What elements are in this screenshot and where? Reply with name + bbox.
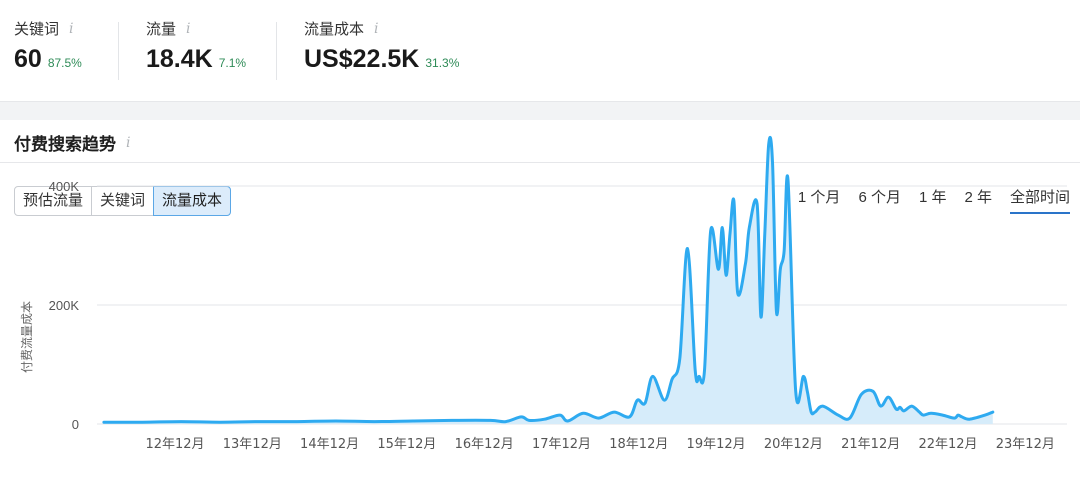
x-tick-label: 22年12月	[918, 437, 977, 452]
x-tick-label: 14年12月	[300, 437, 359, 452]
range-6-months[interactable]: 6 个月	[858, 189, 901, 206]
range-2-years[interactable]: 2 年	[964, 189, 992, 206]
x-tick-label: 15年12月	[377, 437, 436, 452]
range-all-time[interactable]: 全部时间	[1009, 186, 1070, 214]
x-tick-label: 12年12月	[145, 437, 204, 452]
metric-label: 关键词	[14, 21, 60, 38]
range-1-month[interactable]: 1 个月	[797, 189, 841, 206]
x-tick-label: 21年12月	[841, 437, 900, 452]
x-tick-label: 13年12月	[223, 437, 282, 452]
section-divider-band	[0, 101, 1080, 120]
metric-change: 87.5%	[47, 56, 82, 70]
tab-traffic-cost[interactable]: 流量成本	[153, 186, 232, 216]
metric-value: 18.4K	[146, 45, 213, 73]
y-tick-label: 400K	[49, 179, 80, 194]
x-tick-label: 17年12月	[532, 437, 591, 452]
time-range-selector: 1 个月 6 个月 1 年 2 年 全部时间	[798, 186, 1070, 214]
section-title: 付费搜索趋势	[14, 135, 116, 154]
metric-label: 流量	[146, 21, 177, 38]
y-tick-label: 200K	[49, 298, 80, 313]
metric-traffic: 流量 i 18.4K 7.1%	[146, 18, 246, 74]
x-tick-label: 20年12月	[764, 437, 823, 452]
info-icon[interactable]: i	[374, 20, 379, 37]
x-tick-label: 18年12月	[609, 437, 668, 452]
metric-traffic-cost: 流量成本 i US$22.5K 31.3%	[304, 18, 459, 74]
series-line	[102, 135, 995, 424]
metric-value: US$22.5K	[304, 45, 420, 73]
metrics-bar: 关键词 i 60 87.5% 流量 i 18.4K 7.1% 流量成本 i US$22.5…	[0, 0, 1080, 100]
metric-change: 7.1%	[218, 56, 247, 70]
y-axis-label: 付费流量成本	[20, 301, 34, 373]
series-area	[103, 137, 993, 425]
tab-keywords[interactable]: 关键词	[91, 186, 155, 216]
metric-value: 60	[14, 45, 42, 73]
x-tick-label: 19年12月	[687, 437, 746, 452]
metric-change: 31.3%	[425, 56, 460, 70]
range-1-year[interactable]: 1 年	[918, 189, 947, 206]
y-tick-label: 0	[72, 417, 79, 432]
divider	[0, 162, 1080, 163]
divider	[118, 22, 119, 80]
metric-keywords: 关键词 i 60 87.5%	[14, 18, 82, 74]
info-icon[interactable]: i	[69, 20, 74, 37]
metric-tabs: 预估流量 关键词 流量成本	[14, 186, 232, 216]
tab-estimated-traffic[interactable]: 预估流量	[14, 186, 93, 216]
divider	[276, 22, 277, 80]
metric-label: 流量成本	[304, 21, 365, 38]
info-icon[interactable]: i	[186, 20, 191, 37]
x-tick-label: 16年12月	[455, 437, 514, 452]
info-icon[interactable]: i	[126, 134, 131, 151]
section-header: 付费搜索趋势 i	[14, 130, 130, 155]
x-tick-label: 23年12月	[996, 437, 1055, 452]
